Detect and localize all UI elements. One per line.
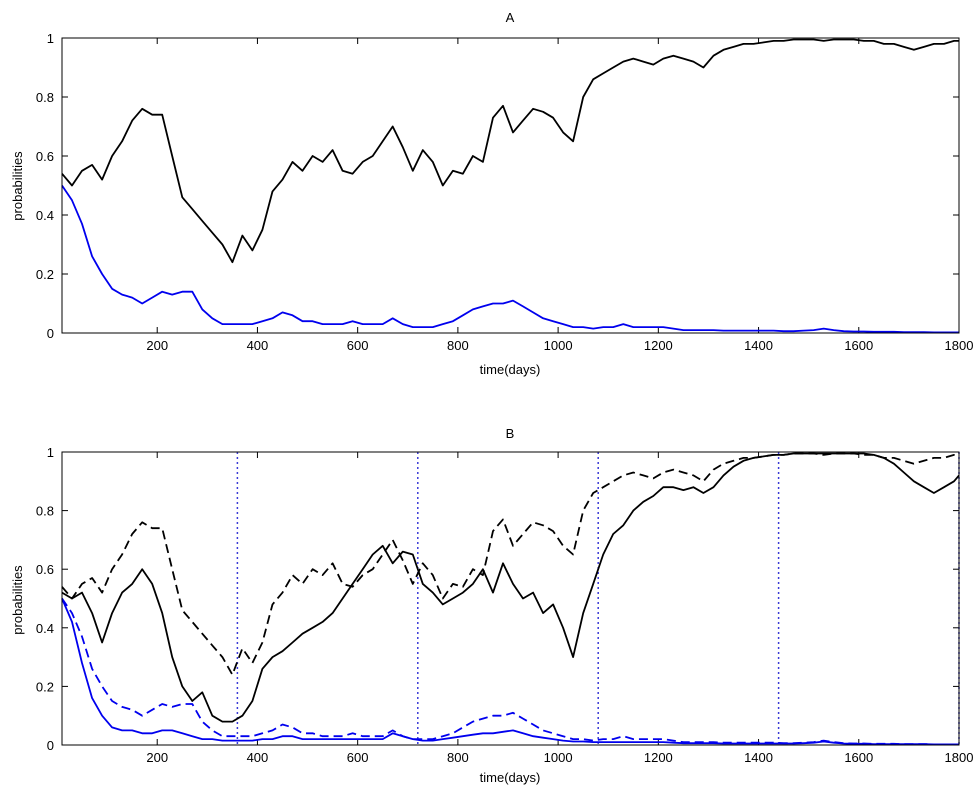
- panel-b-lines: [61, 452, 960, 746]
- panel-b-x-tick-label: 1600: [844, 750, 873, 765]
- panel-a-y-tick-label: 0.4: [36, 208, 54, 223]
- panel-a-x-tick-label: 400: [247, 338, 269, 353]
- panel-b-x-tick-label: 1800: [945, 750, 974, 765]
- panel-a-x-tick-label: 800: [447, 338, 469, 353]
- panel-b-x-tick-label: 600: [347, 750, 369, 765]
- panel-b-y-tick-label: 0.4: [36, 621, 54, 636]
- panel-b-x-tick-label: 1400: [744, 750, 773, 765]
- panel-a-x-tick-label: 1200: [644, 338, 673, 353]
- panel-a-ylabel: probabilities: [10, 151, 25, 221]
- panel-a-x-tick-label: 1000: [544, 338, 573, 353]
- panel-b-y-tick-label: 0.6: [36, 562, 54, 577]
- panel-b-x-tick-label: 1000: [544, 750, 573, 765]
- panel-a-y-tick-label: 1: [47, 31, 54, 46]
- panel-b-y-tick-label: 1: [47, 445, 54, 460]
- panel-b-vlines: [236, 452, 960, 745]
- panel-a-ticks: 200 400 600 800 1000 1200 1400 1600 1800 0 0.2 0.4 0…: [36, 31, 974, 353]
- panel-a-y-tick-label: 0.6: [36, 149, 54, 164]
- panel-a-axes-box: [61, 37, 960, 334]
- panel-b-ticks: 200 400 600 800 1000 1200 1400 1600 1800 0 0.2 0.4 0…: [36, 445, 974, 765]
- panel-b-series-line-2: [61, 452, 959, 676]
- panel-b-x-tick-label: 1200: [644, 750, 673, 765]
- panel-b-series-line-4: [61, 597, 959, 746]
- panel-b-xlabel: time(days): [480, 770, 541, 785]
- panel-a-y-tick-label: 0.8: [36, 90, 54, 105]
- panel-b-y-tick-label: 0: [47, 738, 54, 753]
- panel-a-x-tick-label: 1600: [844, 338, 873, 353]
- panel-b-x-tick-label: 200: [146, 750, 168, 765]
- panel-a-x-tick-label: 200: [146, 338, 168, 353]
- panel-a-title: A: [506, 10, 515, 25]
- panel-a-y-tick-label: 0: [47, 326, 54, 341]
- panel-b-y-tick-label: 0.8: [36, 504, 54, 519]
- panel-b-axes-box: [61, 451, 960, 746]
- panel-a-series-line-1: [61, 38, 959, 264]
- panel-b-x-tick-label: 800: [447, 750, 469, 765]
- panel-b: B probabilities time(days) 200 400 600 800 1…: [10, 426, 973, 785]
- panel-a: A probabilities time(days) 200 400 600 800 1…: [10, 10, 973, 377]
- panel-a-x-tick-label: 600: [347, 338, 369, 353]
- panel-b-ylabel: probabilities: [10, 565, 25, 635]
- panel-a-x-tick-label: 1400: [744, 338, 773, 353]
- panel-b-title: B: [506, 426, 515, 441]
- panel-b-x-tick-label: 400: [247, 750, 269, 765]
- panel-a-series-line-2: [61, 184, 959, 334]
- panel-a-lines: [61, 38, 959, 334]
- panel-a-x-tick-label: 1800: [945, 338, 974, 353]
- panel-a-y-tick-label: 0.2: [36, 267, 54, 282]
- panel-a-xlabel: time(days): [480, 362, 541, 377]
- panel-b-series-line-3: [61, 598, 959, 746]
- panel-b-series-line-1: [61, 452, 960, 723]
- panel-b-y-tick-label: 0.2: [36, 679, 54, 694]
